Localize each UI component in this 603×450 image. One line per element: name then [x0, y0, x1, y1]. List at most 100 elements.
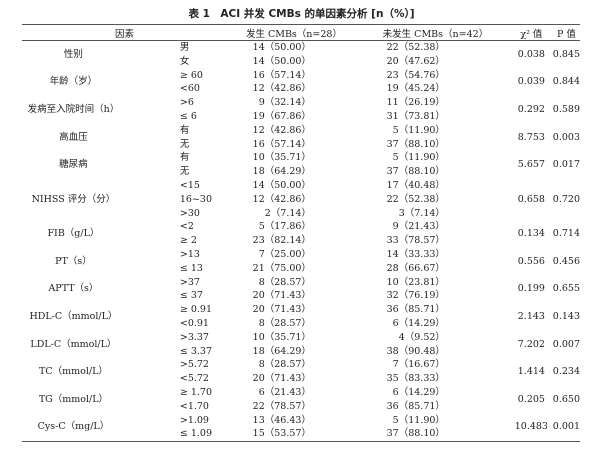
table-row: ≤ 1.09 15（53.57） 37（88.10）	[22, 427, 580, 442]
level-cell: ≤ 37	[179, 290, 203, 302]
no-cmb-cell: 31（73.81）	[386, 110, 445, 122]
cmb-cell: 20（71.43）	[252, 373, 311, 385]
chi-square-cell: 0.556	[517, 255, 545, 267]
cmb-cell: 9（32.14）	[258, 97, 311, 109]
level-cell: >1.09	[179, 414, 209, 426]
level-cell: 有	[179, 152, 190, 164]
cmb-cell: 20（71.43）	[252, 304, 311, 316]
table-row: 无 18（64.29） 37（88.10）	[22, 165, 580, 179]
no-cmb-cell: 17（40.48）	[386, 179, 445, 191]
p-value-cell: 0.234	[552, 366, 580, 378]
table-row: APTT（s） >37 8（28.57） 10（23.81） 0.199 0.655	[22, 276, 580, 295]
factor-cell: TG（mmol/L）	[38, 393, 109, 405]
level-cell: >6	[179, 97, 194, 109]
level-cell: >37	[179, 276, 200, 288]
cmb-cell: 8（28.57）	[258, 276, 311, 288]
level-cell: ≥ 1.70	[179, 386, 212, 398]
level-cell: 16~30	[179, 193, 212, 205]
table-row: TG（mmol/L） ≥ 1.70 6（21.43） 6（14.29） 0.205 0.6…	[22, 386, 580, 405]
cmb-cell: 23（82.14）	[252, 235, 311, 247]
level-cell: >5.72	[179, 359, 209, 371]
table-row: >30 2（7.14） 3（7.14）	[22, 207, 580, 221]
no-cmb-cell: 37（88.10）	[386, 166, 445, 178]
no-cmb-cell: 35（83.33）	[386, 373, 445, 385]
factor-cell: FIB（g/L）	[47, 228, 100, 240]
no-cmb-cell: 9（21.43）	[392, 221, 445, 233]
chi-square-cell: 2.143	[517, 311, 545, 323]
no-cmb-cell: 14（33.33）	[386, 248, 445, 260]
factor-cell: HDL-C（mmol/L）	[29, 311, 118, 323]
level-cell: 无	[179, 138, 190, 150]
cmb-cell: 15（53.57）	[252, 428, 311, 440]
no-cmb-cell: 36（85.71）	[386, 304, 445, 316]
cmb-cell: 14（50.00）	[252, 55, 311, 67]
header-factor: 因素	[114, 28, 134, 40]
no-cmb-cell: 10（23.81）	[386, 276, 445, 288]
cmb-cell: 2（7.14）	[264, 207, 311, 219]
no-cmb-cell: 33（78.57）	[386, 235, 445, 247]
level-cell: <5.72	[179, 373, 209, 385]
level-cell: ≥ 0.91	[179, 304, 212, 316]
cmb-cell: 7（25.00）	[258, 248, 311, 260]
table-row: TC（mmol/L） >5.72 8（28.57） 7（16.67） 1.414 0.23…	[22, 358, 580, 377]
no-cmb-cell: 22（52.38）	[386, 42, 445, 53]
cmb-cell: 10（35.71）	[252, 152, 311, 164]
level-cell: ≥ 2	[179, 235, 197, 247]
level-cell: >30	[179, 207, 200, 219]
factor-cell: 糖尿病	[59, 159, 88, 171]
level-cell: <2	[179, 221, 194, 233]
factor-cell: 性别	[63, 48, 83, 60]
chi-square-cell: 0.199	[517, 283, 545, 295]
no-cmb-cell: 6（14.29）	[392, 317, 445, 329]
p-value-cell: 0.655	[552, 283, 580, 295]
chi-square-cell: 10.483	[514, 421, 548, 433]
factor-cell: PT（s）	[55, 255, 92, 267]
table-row: FIB（g/L） <2 5（17.86） 9（21.43） 0.134 0.714	[22, 220, 580, 239]
level-cell: ≤ 6	[179, 110, 197, 122]
no-cmb-cell: 20（47.62）	[386, 55, 445, 67]
no-cmb-cell: 5（11.90）	[392, 124, 445, 136]
no-cmb-cell: 28（66.67）	[386, 262, 445, 274]
header-chi-square: χ² 值	[520, 28, 543, 40]
cmb-cell: 6（21.43）	[258, 386, 311, 398]
cmb-cell: 16（57.14）	[252, 138, 311, 150]
cmb-cell: 12（42.86）	[252, 193, 311, 205]
p-value-cell: 0.017	[552, 159, 580, 171]
cmb-cell: 10（35.71）	[252, 331, 311, 343]
factor-cell: LDL-C（mmol/L）	[30, 338, 117, 350]
p-value-cell: 0.720	[552, 193, 580, 205]
header-p-value: P 值	[556, 28, 576, 40]
p-value-cell: 0.845	[552, 48, 580, 60]
cmb-cell: 21（75.00）	[252, 262, 311, 274]
table-row: ≤ 37 20（71.43） 32（76.19）	[22, 289, 580, 303]
cmb-cell: 22（78.57）	[252, 400, 311, 412]
factor-cell: 发病至入院时间（h）	[27, 104, 120, 116]
table-row: <60 12（42.86） 19（45.24）	[22, 82, 580, 96]
level-cell: 无	[179, 166, 190, 178]
no-cmb-cell: 32（76.19）	[386, 290, 445, 302]
table-row: <5.72 20（71.43） 35（83.33）	[22, 372, 580, 386]
no-cmb-cell: 11（26.19）	[386, 97, 445, 109]
table-row: ≤ 3.37 18（64.29） 38（90.48）	[22, 345, 580, 359]
table-row: LDL-C（mmol/L） >3.37 10（35.71） 4（9.52） 7.202 0…	[22, 331, 580, 350]
chi-square-cell: 0.039	[517, 76, 545, 88]
level-cell: >3.37	[179, 331, 209, 343]
no-cmb-cell: 37（88.10）	[386, 138, 445, 150]
level-cell: ≤ 3.37	[179, 345, 212, 357]
level-cell: 男	[179, 42, 190, 53]
cmb-cell: 18（64.29）	[252, 345, 311, 357]
cmb-cell: 13（46.43）	[252, 414, 311, 426]
level-cell: <15	[179, 179, 200, 191]
no-cmb-cell: 36（85.71）	[386, 400, 445, 412]
factor-cell: 高血压	[59, 131, 88, 143]
table-row: ≥ 2 23（82.14） 33（78.57）	[22, 234, 580, 248]
no-cmb-cell: 6（14.29）	[392, 386, 445, 398]
p-value-cell: 0.589	[552, 104, 580, 116]
factor-cell: APTT（s）	[48, 283, 99, 295]
level-cell: <1.70	[179, 400, 209, 412]
cmb-cell: 5（17.86）	[258, 221, 311, 233]
p-value-cell: 0.456	[552, 255, 580, 267]
chi-square-cell: 5.657	[517, 159, 545, 171]
no-cmb-cell: 38（90.48）	[386, 345, 445, 357]
no-cmb-cell: 5（11.90）	[392, 152, 445, 164]
